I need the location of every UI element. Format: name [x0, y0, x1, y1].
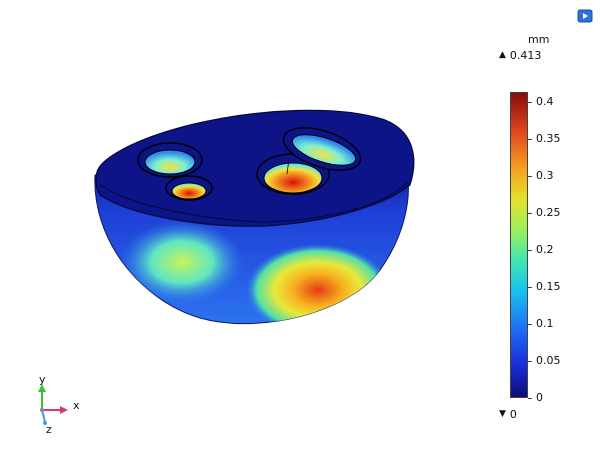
colorbar-tick-mark [528, 323, 532, 325]
edge-line [99, 181, 409, 223]
colorbar-tick-label: 0.25 [536, 205, 561, 219]
colorbar-tick-label: 0.3 [536, 168, 554, 182]
legend-unit: mm [528, 33, 550, 46]
legend-max: ▲ 0.413 [499, 49, 541, 62]
colorbar-tick-mark [528, 286, 532, 288]
x-axis-label: x [73, 399, 80, 412]
max-marker-icon: ▲ [499, 50, 506, 60]
colorbar-tick-label: 0.35 [536, 131, 561, 145]
colorbar-tick-label: 0.15 [536, 279, 561, 293]
hole-4 [282, 127, 362, 171]
z-axis-label: z [46, 423, 52, 436]
colorbar-tick-label: 0.4 [536, 94, 554, 108]
colorbar-tick-label: 0.1 [536, 316, 554, 330]
colorbar-tick-mark [528, 101, 532, 103]
colorbar-tick-mark [528, 360, 532, 362]
colorbar-tick-mark [528, 175, 532, 177]
colorbar-tick-mark [528, 138, 532, 140]
3d-viewport[interactable] [0, 0, 480, 450]
z-axis-arrow [41, 409, 46, 423]
stress-hotspot [246, 244, 390, 324]
render-toggle-button[interactable] [577, 8, 593, 23]
legend-max-value: 0.413 [509, 49, 542, 62]
stress-hotspot [120, 220, 244, 304]
min-marker-icon: ▼ [499, 409, 506, 419]
y-axis-label: y [39, 373, 46, 386]
colorbar-tick-mark [528, 249, 532, 251]
colorbar-tick-mark [528, 398, 532, 399]
render-icon [577, 9, 593, 23]
colorbar-tick-label: 0.05 [536, 353, 561, 367]
hole-2 [165, 175, 213, 201]
colorbar-tick-label: 0.2 [536, 242, 554, 256]
colorbar [510, 92, 528, 398]
legend-min: ▼ 0 [499, 408, 517, 421]
colorbar-tick-mark [528, 212, 532, 214]
colorbar-tick-label: 0 [536, 391, 543, 404]
hole-1 [137, 142, 203, 178]
axis-triad [38, 384, 68, 425]
legend-min-value: 0 [509, 408, 517, 421]
